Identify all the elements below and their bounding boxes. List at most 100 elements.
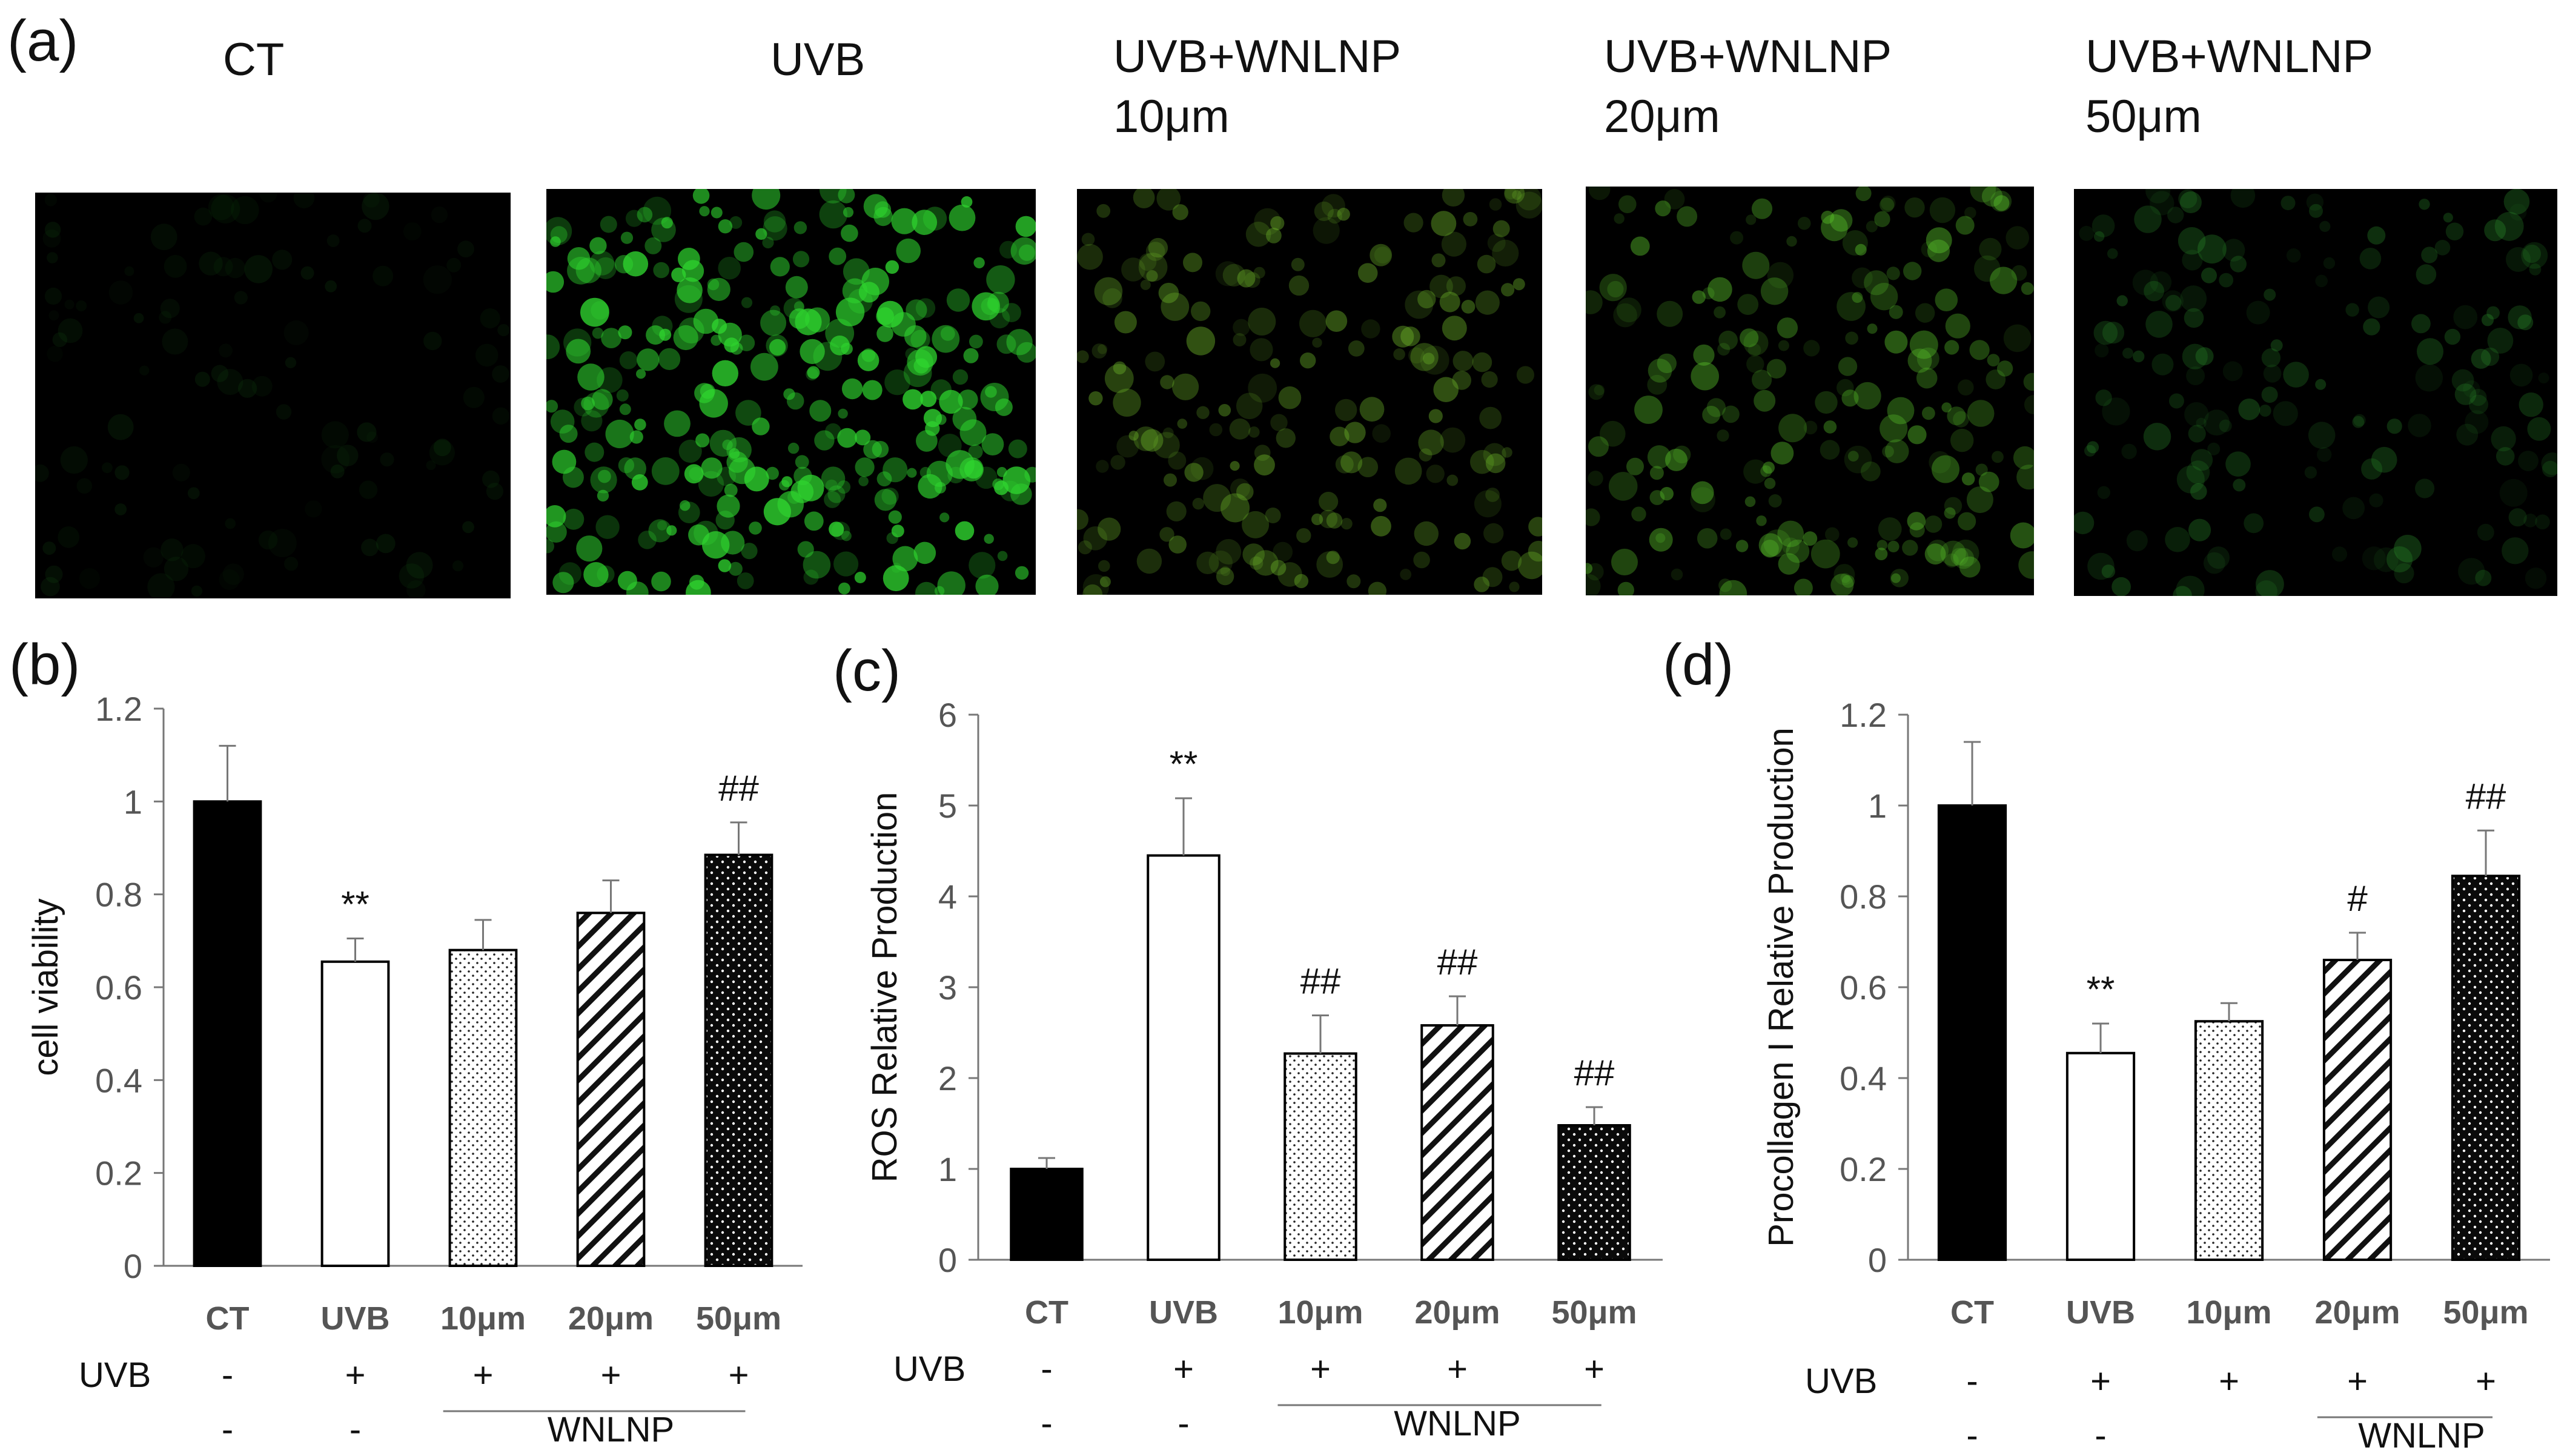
y-tick-label: 1 [124, 783, 142, 821]
cell-blob [923, 409, 942, 428]
cell-blob [1647, 374, 1668, 395]
cell-blob [2101, 564, 2116, 578]
micrograph-20um-image [1586, 187, 2034, 595]
cell-blob [2196, 417, 2207, 429]
cell-blob [2165, 527, 2190, 552]
cell-blob [2456, 423, 2479, 446]
wnlnp-sign: - [222, 1410, 233, 1449]
y-tick-label: 4 [938, 878, 957, 916]
cell-blob [1902, 540, 1918, 556]
cell-blob [589, 251, 615, 276]
cell-blob [829, 521, 844, 537]
cell-blob [2255, 580, 2277, 596]
cell-blob [2465, 410, 2489, 434]
cell-blob [2508, 508, 2527, 527]
cell-blob [2188, 425, 2206, 443]
cell-blob [1233, 333, 1247, 346]
cell-blob [2415, 364, 2443, 392]
cell-blob [546, 400, 558, 413]
cell-blob [2134, 205, 2162, 233]
cell-blob [841, 531, 852, 541]
cell-blob [380, 452, 394, 467]
cell-blob [1673, 445, 1691, 464]
cell-blob [1512, 190, 1522, 200]
cell-blob [1820, 440, 1840, 460]
cell-blob [1691, 481, 1714, 505]
cell-blob [1392, 325, 1414, 348]
cell-blob [1794, 578, 1813, 595]
y-tick-label: 5 [938, 787, 957, 825]
cell-blob [2469, 394, 2488, 414]
cell-blob [1236, 483, 1254, 501]
category-label: UVB [320, 1300, 389, 1337]
cell-blob [1008, 439, 1027, 458]
uvb-sign: + [2219, 1362, 2239, 1401]
cell-blob [1821, 214, 1848, 242]
cell-blob [2496, 447, 2515, 466]
cell-blob [426, 460, 436, 471]
cell-blob [969, 552, 996, 579]
uvb-row-label: UVB [79, 1355, 151, 1395]
cell-blob [213, 257, 233, 277]
cell-blob [1168, 451, 1187, 470]
cell-blob [1254, 445, 1271, 461]
cell-blob [2484, 219, 2506, 242]
cell-blob [1707, 277, 1732, 302]
cell-blob [1882, 445, 1894, 458]
cell-blob [1288, 275, 1310, 296]
cell-blob [1758, 533, 1783, 557]
uvb-sign: + [1310, 1349, 1331, 1389]
cell-blob [1617, 581, 1634, 595]
cell-blob [44, 287, 62, 305]
cell-blob [187, 487, 200, 500]
cell-blob [2319, 220, 2331, 232]
cell-blob [1237, 269, 1256, 288]
cell-blob [903, 389, 923, 410]
cell-blob [827, 485, 846, 503]
cell-blob [1172, 373, 1199, 400]
cell-blob [1932, 455, 1959, 483]
cell-blob [2443, 213, 2453, 223]
cell-blob [1429, 274, 1453, 299]
cell-blob [637, 207, 653, 223]
cell-blob [969, 334, 983, 349]
cell-blob [1860, 462, 1881, 481]
cell-blob [636, 369, 646, 379]
cell-blob [1777, 520, 1804, 548]
cell-blob [194, 207, 213, 226]
cell-blob [793, 221, 807, 234]
cell-blob [283, 320, 309, 345]
cell-blob [1098, 517, 1121, 541]
cell-blob [42, 229, 61, 248]
cell-blob [2519, 392, 2543, 417]
cell-blob [2521, 242, 2548, 269]
cell-blob [1203, 484, 1231, 512]
cell-blob [946, 288, 970, 312]
cell-blob [601, 328, 621, 348]
cell-blob [792, 251, 810, 268]
cell-blob [566, 339, 591, 364]
micrograph-10um-image [1077, 189, 1542, 595]
cell-blob [2475, 569, 2492, 586]
cell-blob [1740, 328, 1759, 348]
cell-blob [2195, 347, 2214, 366]
cell-blob [2304, 466, 2317, 479]
cell-blob [1613, 303, 1637, 328]
cell-blob [1838, 357, 1858, 376]
cell-blob [726, 451, 748, 473]
cell-blob [1091, 343, 1107, 359]
cell-blob [1133, 426, 1159, 451]
cell-blob [2394, 535, 2422, 563]
cell-blob [219, 569, 240, 591]
cell-blob [362, 193, 389, 220]
cell-blob [576, 535, 603, 562]
cell-blob [1657, 353, 1677, 374]
cell-blob [1608, 472, 1638, 501]
cell-blob [1229, 418, 1251, 440]
cell-blob [2408, 414, 2431, 437]
cell-blob [199, 251, 223, 276]
cell-blob [2145, 311, 2173, 338]
cell-blob [429, 440, 455, 466]
cell-blob [1088, 391, 1103, 406]
category-label: 10μm [1277, 1294, 1363, 1331]
